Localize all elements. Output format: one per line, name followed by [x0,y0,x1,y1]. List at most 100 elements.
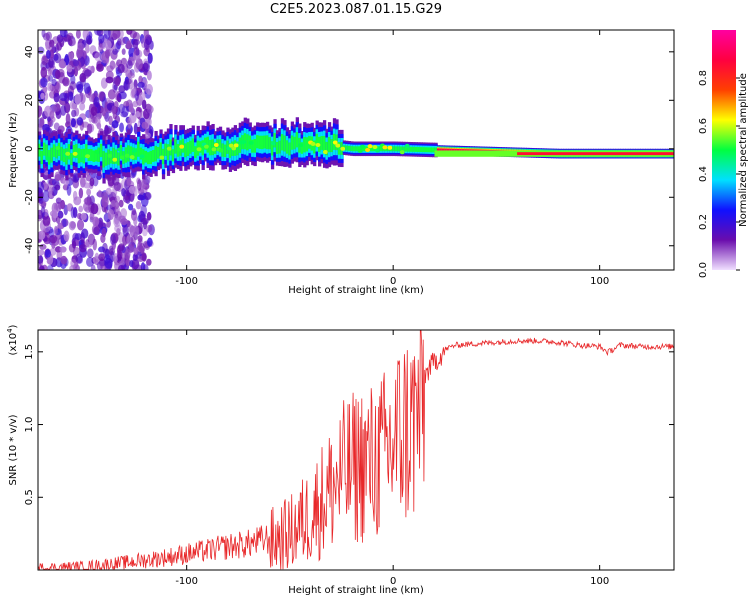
spectrogram-noise-blob [111,105,117,115]
spectrogram-noise-blob [146,70,152,81]
spectrogram-ridge-cell [414,146,418,152]
spectrogram-noise-blob [38,181,45,194]
spectrogram-ridge-cell [399,146,404,152]
spectrogram-y-tick-label: 20 [24,94,35,107]
spectrogram-hot-spot [335,143,341,148]
spectrogram-ridge-cell [114,149,119,164]
spectrogram-noise-blob [107,89,116,100]
spectrogram-noise-blob [135,111,141,118]
spectrogram-noise-blob [120,111,128,118]
snr-data [38,330,674,570]
spectrogram-ridge-cell [45,144,49,158]
snr-y-ticks: 0.5 1.0 1.5 [24,344,674,505]
spectrogram-noise-blob [60,255,68,265]
spectrogram-ridge-cell [350,146,354,152]
spectrogram-ridge-peak [517,152,674,156]
spectrogram-noise-blob [96,63,104,72]
spectrogram-hot-spot [241,140,247,145]
spectrogram-ridge-cell [330,139,334,153]
spectrogram-ridge-cell [154,145,158,162]
spectrogram-noise-blob [75,30,81,39]
spectrogram-noise-blob [131,258,140,270]
spectrogram-noise-blob [144,132,151,139]
spectrogram-noise-blob [71,109,77,118]
spectrogram-noise-blob [101,227,107,238]
spectrogram-hot-spot [315,143,321,148]
spectrogram-ridge-cell [268,137,272,150]
spectrogram-hot-spot [107,153,113,158]
spectrogram-noise-blob [140,204,147,217]
spectrogram-noise-blob [113,253,118,263]
spectrogram-ridge-cell [159,142,163,156]
spectrogram-hot-spot [80,157,86,162]
spectrogram-hot-spot [387,145,393,150]
spectrogram-ridge-cell [407,146,411,152]
spectrogram-ridge-cell [156,146,161,159]
spectrogram-noise-blob [121,187,126,197]
spectrogram-noise-blob [127,72,136,79]
spectrogram-noise-blob [104,124,109,137]
spectrogram-noise-blob [121,48,126,55]
snr-y-tick-label: 1.0 [24,417,35,433]
spectrogram-noise-blob [128,203,134,211]
spectrogram-hot-spot [72,151,78,156]
spectrogram-ridge-cell [327,136,332,153]
spectrogram-noise-blob [126,177,131,187]
spectrogram-ridge-cell [270,141,275,156]
spectrogram-hot-spot [231,146,237,151]
spectrogram-noise-blob [146,211,152,221]
snr-series-line [38,330,674,570]
spectrogram-noise-blob [53,225,59,235]
spectrogram-ridge-cell [211,139,215,156]
spectrogram-hot-spot [248,140,254,145]
spectrogram-noise-blob [115,195,121,202]
spectrogram-noise-blob [77,42,85,51]
spectrogram-ridge-cell [427,147,431,153]
spectrogram-noise-blob [70,258,78,268]
snr-y-label: SNR (10 * v/v) [8,414,19,485]
spectrogram-ridge-cell [60,146,64,161]
spectrogram-ridge-cell [201,140,205,156]
spectrogram-ridge-cell [50,147,54,163]
spectrogram-ridge-cell [436,148,441,152]
spectrogram-y-label: Frequency (Hz) [8,112,19,188]
colorbar-gradient-bar [712,30,736,270]
spectrogram-noise-blob [53,122,60,131]
spectrogram-noise-blob [83,69,92,77]
spectrogram-noise-blob [108,245,114,256]
spectrogram-noise-blob [129,260,134,268]
spectrogram-noise-blob [122,225,129,237]
spectrogram-ridge-cell [97,147,101,162]
spectrogram-noise-blob [70,206,75,219]
spectrogram-noise-blob [119,122,124,133]
spectrogram-y-tick-label: -40 [24,238,35,254]
spectrogram-hot-spot [179,144,185,149]
spectrogram-noise-blob [40,66,48,79]
spectrogram-noise-blob [131,208,137,216]
spectrogram-ridge-cell [40,150,44,165]
spectrogram-noise-blob [118,243,125,251]
spectrogram-ridge-cell [280,134,285,151]
spectrogram-noise-blob [111,120,119,129]
colorbar-tick-label: 0.0 [698,262,709,278]
spectrogram-noise-blob [130,86,137,96]
snr-x-tick-label: 0 [390,576,396,587]
spectrogram-noise-blob [90,203,99,215]
spectrogram-hot-spot [340,146,346,151]
spectrogram-noise-blob [117,63,125,74]
spectrogram-hot-spot [372,145,378,150]
spectrogram-noise-blob [114,205,121,215]
spectrogram-noise-blob [119,37,126,46]
spectrogram-noise-blob [128,185,136,194]
spectrogram-x-label: Height of straight line (km) [288,285,424,296]
spectrogram-noise-blob [133,122,138,135]
spectrogram-ridge-cell [288,142,292,156]
spectrogram-noise-blob [90,264,96,270]
spectrogram-ridge-cell [256,135,260,149]
spectrogram-noise-blob [141,121,149,129]
spectrogram-ridge-cell [104,152,109,166]
spectrogram-noise-blob [130,235,136,247]
spectrogram-ridge-cell [305,137,309,152]
spectrogram-ridge-cell [285,140,290,154]
